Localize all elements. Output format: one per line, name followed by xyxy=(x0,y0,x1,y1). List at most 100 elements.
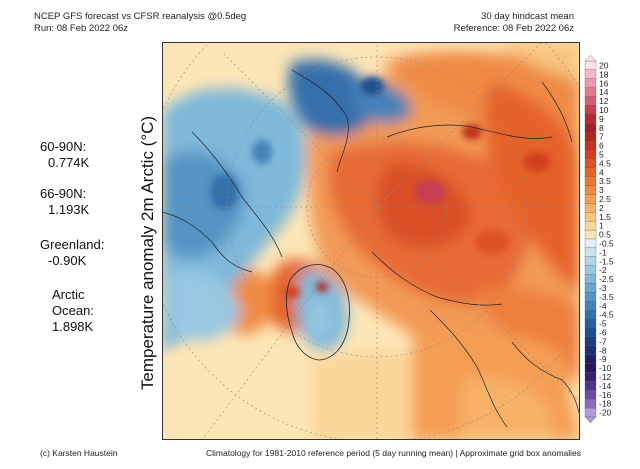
colorbar-tick-label: -2.5 xyxy=(599,274,614,284)
colorbar-box xyxy=(584,167,597,177)
colorbar-boxes xyxy=(584,55,597,424)
colorbar-box xyxy=(584,96,597,106)
graticule xyxy=(162,42,580,440)
colorbar-tick-label: -12 xyxy=(599,372,612,382)
colorbar-box xyxy=(584,194,597,204)
colorbar-tick-label: -16 xyxy=(599,390,612,400)
colorbar-box xyxy=(584,265,597,275)
colorbar-tick-label: -3 xyxy=(599,283,607,293)
colorbar-box xyxy=(584,345,597,355)
colorbar-box xyxy=(584,310,597,320)
footnote: Climatology for 1981-2010 reference peri… xyxy=(206,448,582,458)
colorbar-box xyxy=(584,407,597,418)
colorbar-box xyxy=(584,372,597,382)
colorbar-tick-label: 1.5 xyxy=(599,212,611,222)
colorbar-box xyxy=(584,140,597,151)
colorbar-max-arrow xyxy=(584,55,597,62)
colorbar-tick-label: 4.5 xyxy=(599,158,611,168)
colorbar-box xyxy=(584,363,597,373)
colorbar-box xyxy=(584,185,597,195)
mean-label: 30 day hindcast mean xyxy=(481,11,574,22)
colorbar-tick-label: 3 xyxy=(599,185,604,195)
credit-label: (c) Karsten Haustein xyxy=(40,448,118,458)
colorbar-box xyxy=(584,114,597,124)
colorbar-tick-label: 3.5 xyxy=(599,176,611,186)
chart-title: NCEP GFS forecast vs CFSR reanalysis @0.… xyxy=(34,11,247,22)
colorbar-tick-label: -5 xyxy=(599,319,607,329)
colorbar-min-arrow xyxy=(584,416,597,424)
colorbar-tick-label: 2 xyxy=(599,203,604,213)
reference-label: Reference: 08 Feb 2022 06z xyxy=(453,23,574,34)
colorbar-box xyxy=(584,105,597,115)
colorbar-tick-label: -18 xyxy=(599,399,612,409)
colorbar-tick-label: -2 xyxy=(599,265,607,275)
colorbar-box xyxy=(584,354,597,364)
colorbar-box xyxy=(584,229,597,240)
colorbar-box xyxy=(584,318,597,329)
colorbar-box xyxy=(584,221,597,231)
colorbar-box xyxy=(584,149,597,160)
stat-arctic-value: 1.898K xyxy=(52,319,94,334)
colorbar-tick-label: -14 xyxy=(599,381,612,391)
stat-60-90n-value: 0.774K xyxy=(48,155,90,170)
colorbar-box xyxy=(584,212,597,222)
colorbar-box xyxy=(584,292,597,302)
run-label: Run: 08 Feb 2022 06z xyxy=(34,23,129,34)
colorbar-tick-label: 4 xyxy=(599,167,604,177)
stat-66-90n-label: 66-90N: xyxy=(40,186,87,201)
colorbar-box xyxy=(584,238,597,249)
colorbar-box xyxy=(584,301,597,311)
colorbar-tick-label: 6 xyxy=(599,141,604,151)
colorbar-box xyxy=(584,158,597,168)
colorbar-tick-label: -9 xyxy=(599,354,607,364)
colorbar-tick-label: -6 xyxy=(599,327,607,337)
stat-greenland-label: Greenland: xyxy=(40,237,105,252)
colorbar-box xyxy=(584,283,597,293)
colorbar-tick-label: 18 xyxy=(599,69,609,79)
colorbar-tick-label: 10 xyxy=(599,105,609,115)
colorbar-box xyxy=(584,327,597,338)
colorbar-labels: 201816141210987654.543.532.521.510.5-0.5… xyxy=(599,60,614,417)
colorbar-tick-label: 2.5 xyxy=(599,194,611,204)
colorbar-box xyxy=(584,60,597,71)
colorbar-tick-label: -0.5 xyxy=(599,238,614,248)
colorbar-box xyxy=(584,203,597,213)
anomaly-detail xyxy=(210,77,551,298)
colorbar-box xyxy=(584,247,597,257)
colorbar-tick-label: 5 xyxy=(599,149,604,159)
colorbar-tick-label: -1 xyxy=(599,247,607,257)
colorbar-box xyxy=(584,274,597,284)
colorbar-box xyxy=(584,78,597,88)
colorbar-tick-label: 12 xyxy=(599,96,609,106)
colorbar-box xyxy=(584,69,597,79)
colorbar-box xyxy=(584,336,597,346)
colorbar-tick-label: 8 xyxy=(599,123,604,133)
colorbar-tick-label: 16 xyxy=(599,78,609,88)
colorbar-tick-label: -4.5 xyxy=(599,310,614,320)
stat-greenland-value: -0.90K xyxy=(48,253,87,268)
colorbar-tick-label: -4 xyxy=(599,301,607,311)
colorbar-box xyxy=(584,176,597,186)
stat-arctic-label: Arctic xyxy=(52,287,85,302)
stat-60-90n-label: 60-90N: xyxy=(40,139,87,154)
anomaly-map xyxy=(162,42,580,440)
colorbar-tick-label: -3.5 xyxy=(599,292,614,302)
colorbar-tick-label: -20 xyxy=(599,408,612,418)
colorbar-box xyxy=(584,399,597,409)
colorbar: 201816141210987654.543.532.521.510.5-0.5… xyxy=(584,55,614,424)
stat-66-90n-value: 1.193K xyxy=(48,202,90,217)
colorbar-tick-label: -7 xyxy=(599,336,607,346)
colorbar-box xyxy=(584,87,597,97)
colorbar-box xyxy=(584,256,597,266)
stat-arctic-label-2: Ocean: xyxy=(52,303,94,318)
colorbar-tick-label: 20 xyxy=(599,60,609,70)
colorbar-box xyxy=(584,132,597,142)
colorbar-tick-label: -8 xyxy=(599,345,607,355)
colorbar-tick-label: -10 xyxy=(599,363,612,373)
anomaly-field xyxy=(162,42,580,440)
colorbar-tick-label: 0.5 xyxy=(599,230,611,240)
axis-label: Temperature anomaly 2m Arctic (°C) xyxy=(138,115,157,391)
coastlines xyxy=(162,69,580,428)
colorbar-tick-label: 9 xyxy=(599,114,604,124)
colorbar-tick-label: -1.5 xyxy=(599,256,614,266)
